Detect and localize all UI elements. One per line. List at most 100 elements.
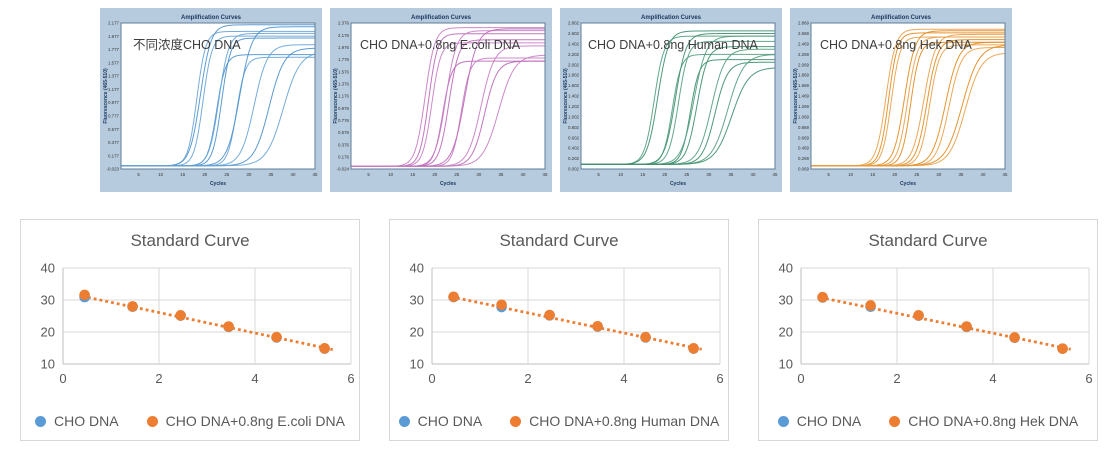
y-axis-label: Fluorescence (465-510) xyxy=(563,68,569,124)
y-tick-label: 2.002 xyxy=(568,62,580,67)
y-tick-label: 40 xyxy=(410,262,424,276)
legend-label: CHO DNA xyxy=(796,413,862,429)
x-tick-label: 5 xyxy=(137,172,140,177)
x-tick-label: 30 xyxy=(706,172,711,177)
chart-title: Amplification Curves xyxy=(641,15,702,21)
y-tick-label: 20 xyxy=(779,325,793,340)
y-tick-label: 1.577 xyxy=(108,60,120,65)
y-axis-ticks: 2.869 2.669 2.469 2.269 2.069 1.869 1.669 1.469… xyxy=(798,21,810,172)
y-tick-label: 1.176 xyxy=(338,94,350,99)
y-tick-label: 1.376 xyxy=(338,81,350,86)
y-tick-label: 0.977 xyxy=(108,100,120,105)
data-point xyxy=(817,291,828,303)
y-tick-label: 1.869 xyxy=(798,73,810,78)
y-tick-label: 2.202 xyxy=(568,52,580,57)
y-tick-label: 1.669 xyxy=(798,83,810,88)
legend-dot-icon xyxy=(777,415,789,427)
y-tick-label: 1.576 xyxy=(338,69,350,74)
x-tick-label: 10 xyxy=(618,172,623,177)
x-tick-label: 30 xyxy=(246,172,251,177)
sample-annotation: 不同浓度CHO DNA xyxy=(133,37,241,52)
plot-area xyxy=(580,22,776,170)
data-point xyxy=(271,331,282,343)
y-tick-label: 10 xyxy=(41,357,55,372)
x-tick-label: 30 xyxy=(936,172,941,177)
standard-curve-row: Standard Curve 10 20 30 40 0 2 4 6 CHO DNA CHO … xyxy=(20,219,1098,441)
data-point xyxy=(1057,343,1068,354)
y-tick-label: 0.776 xyxy=(338,118,350,123)
y-tick-label: 0.869 xyxy=(798,125,810,130)
y-tick-label: 0.002 xyxy=(568,167,580,172)
legend-label: CHO DNA+0.8ng Hek DNA xyxy=(908,413,1079,429)
trendline xyxy=(81,294,334,351)
x-axis-label: Cycles xyxy=(900,181,916,187)
y-tick-label: 1.269 xyxy=(798,104,810,109)
x-tick-label: 15 xyxy=(410,172,415,177)
x-tick-label: 15 xyxy=(180,172,185,177)
legend-label: CHO DNA xyxy=(417,413,483,429)
amplification-curve xyxy=(581,68,775,164)
x-tick-label: 20 xyxy=(662,172,667,177)
plot-area xyxy=(120,22,316,170)
x-tick-label: 6 xyxy=(716,371,723,386)
standard-curve-plot: 10 20 30 40 0 2 4 6 xyxy=(410,262,724,386)
y-tick-label: 1.802 xyxy=(568,73,580,78)
legend-label: CHO DNA xyxy=(54,413,119,429)
x-tick-label: 35 xyxy=(958,172,963,177)
y-tick-label: 2.869 xyxy=(798,21,810,26)
x-tick-label: 4 xyxy=(989,371,996,386)
sample-annotation: CHO DNA+0.8ng E.coli DNA xyxy=(360,38,521,52)
x-tick-label: 45 xyxy=(773,172,778,177)
legend-dot-icon xyxy=(398,415,410,427)
x-tick-label: 5 xyxy=(597,172,600,177)
legend-dot-icon xyxy=(146,415,158,427)
y-tick-label: 0.469 xyxy=(798,146,810,151)
amplification-panel-ecoli: Amplification Curves 2.376 2.176 1.976 1.77… xyxy=(330,8,552,192)
y-axis-label: Fluorescence (465-510) xyxy=(793,68,799,124)
y-tick-label: 2.402 xyxy=(568,41,580,46)
legend-item: CHO DNA xyxy=(398,413,483,429)
legend-item: CHO DNA+0.8ng Hek DNA xyxy=(889,413,1078,429)
data-point xyxy=(688,343,699,354)
x-tick-label: 15 xyxy=(640,172,645,177)
legend-item: CHO DNA+0.8ng E.coli DNA xyxy=(146,413,345,429)
x-tick-label: 25 xyxy=(454,172,459,177)
amplification-curves xyxy=(351,28,545,167)
data-point xyxy=(592,320,603,332)
y-tick-label: 0.802 xyxy=(568,125,580,130)
y-tick-label: 0.269 xyxy=(798,156,810,161)
data-point xyxy=(319,343,330,354)
legend-item: CHO DNA xyxy=(777,413,862,429)
chart-title: Amplification Curves xyxy=(871,15,932,21)
y-axis-label: Fluorescence (465-510) xyxy=(333,68,339,124)
standard-curve-plot: 10 20 30 40 0 2 4 6 xyxy=(41,262,355,386)
data-point xyxy=(127,301,138,312)
chart-title: Standard Curve xyxy=(499,231,619,250)
x-tick-label: 20 xyxy=(202,172,207,177)
legend-item: CHO DNA xyxy=(35,413,119,429)
y-tick-label: 0.376 xyxy=(338,142,350,147)
y-tick-label: 0.577 xyxy=(108,127,120,132)
data-point xyxy=(223,321,234,332)
x-axis-ticks: 5 10 15 20 25 30 35 40 45 xyxy=(827,172,1008,177)
y-tick-label: 2.669 xyxy=(798,31,810,36)
x-tick-label: 10 xyxy=(158,172,163,177)
data-point xyxy=(544,309,555,321)
y-tick-label: 30 xyxy=(779,293,793,308)
y-tick-label: 2.469 xyxy=(798,41,810,46)
x-axis-label: Cycles xyxy=(670,181,686,187)
y-axis-label: Fluorescence (465-510) xyxy=(103,68,109,124)
y-tick-label: 1.177 xyxy=(108,87,120,92)
x-tick-label: 40 xyxy=(291,172,296,177)
chart-title: Amplification Curves xyxy=(411,15,472,21)
y-tick-label: 0.176 xyxy=(338,154,350,159)
x-tick-label: 35 xyxy=(728,172,733,177)
x-tick-label: 0 xyxy=(797,371,804,386)
x-axis-ticks: 5 10 15 20 25 30 35 40 45 xyxy=(367,172,548,177)
legend-dot-icon xyxy=(35,415,47,427)
x-tick-label: 20 xyxy=(432,172,437,177)
x-tick-label: 0 xyxy=(428,371,435,386)
y-tick-label: 0.669 xyxy=(798,135,810,140)
x-tick-label: 35 xyxy=(268,172,273,177)
x-axis-ticks: 5 10 15 20 25 30 35 40 45 xyxy=(137,172,318,177)
